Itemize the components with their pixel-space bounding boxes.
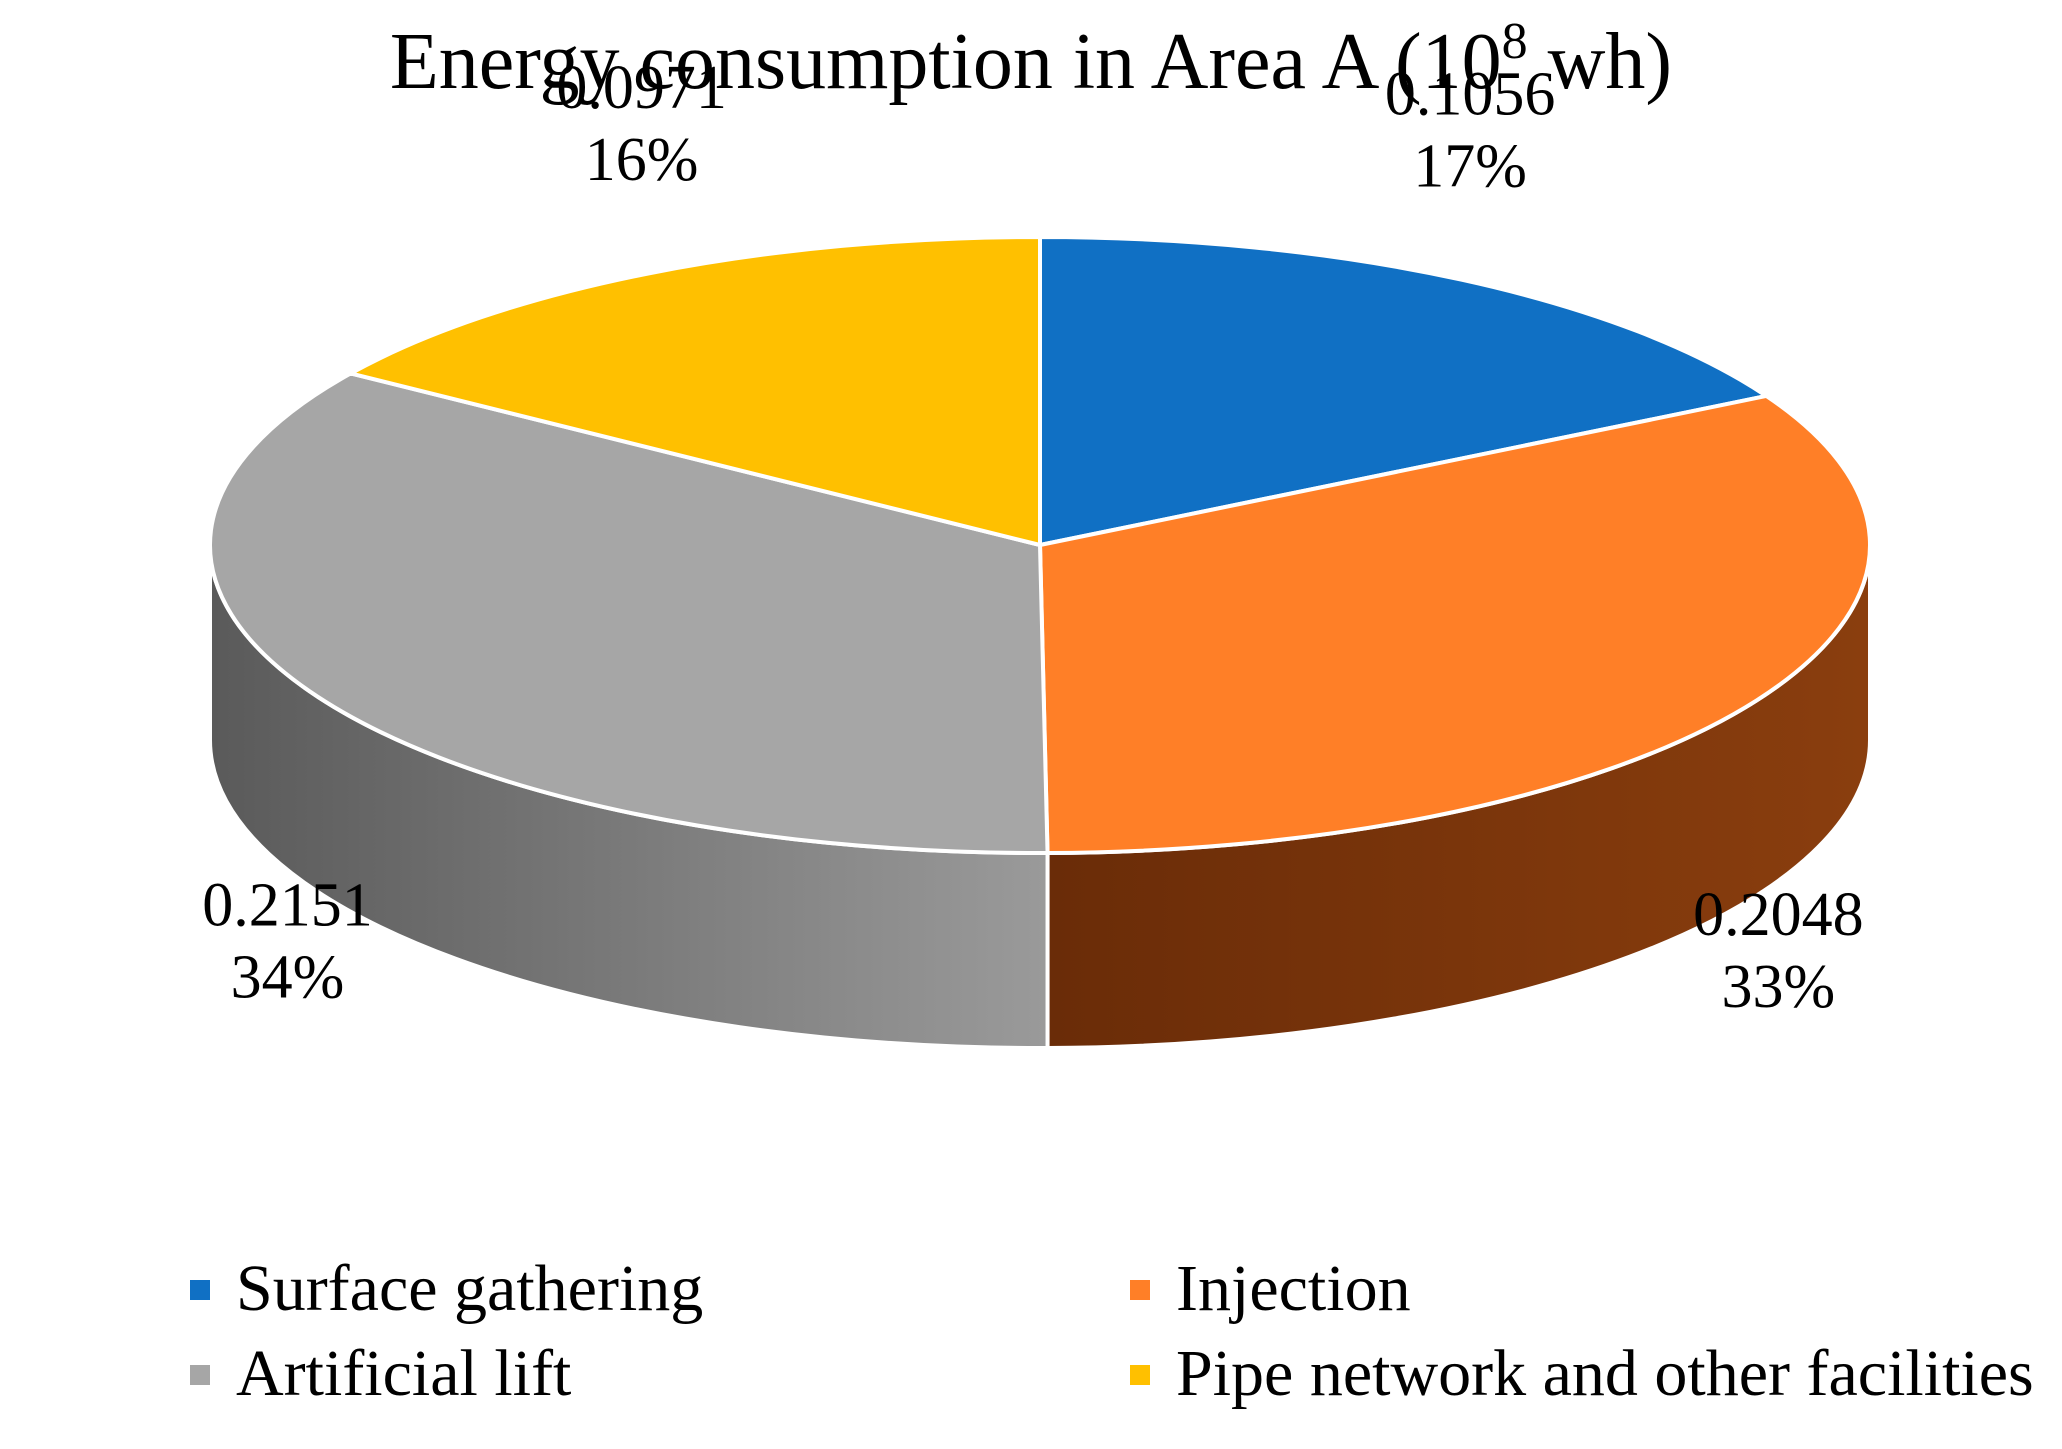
- legend: Surface gathering Injection Artificial lif…: [190, 1252, 2034, 1410]
- pie-data-labels: 0.1056 17% 0.2048 33% 0.2151 34% 0.0971 16%: [202, 54, 1863, 1021]
- legend-label: Pipe network and other facilities: [1176, 1337, 2034, 1410]
- data-label-injection: 0.2048 33%: [1693, 881, 1864, 1021]
- legend-item-injection: Injection: [1130, 1252, 1411, 1325]
- legend-swatch: [1130, 1280, 1150, 1300]
- pie-top-faces: [208, 235, 1872, 855]
- data-label-percent: 33%: [1722, 953, 1836, 1021]
- legend-swatch: [190, 1280, 210, 1300]
- chart-title-prefix: Energy consumption in Area A (10: [390, 18, 1502, 106]
- data-label-value: 0.2048: [1693, 881, 1864, 949]
- chart-title: Energy consumption in Area A (108 wh): [390, 13, 1672, 106]
- legend-swatch: [190, 1365, 210, 1385]
- chart-title-suffix: wh): [1528, 18, 1672, 106]
- chart-title-superscript: 8: [1502, 13, 1528, 70]
- legend-item-surface-gathering: Surface gathering: [190, 1252, 703, 1325]
- pie-slice-artificial-lift: [208, 371, 1050, 855]
- data-label-surface-gathering: 0.1056 17%: [1385, 60, 1556, 200]
- pie-slice-pipe-network-and-other-facilities: [348, 235, 1042, 547]
- data-label-value: 0.0971: [556, 54, 727, 122]
- legend-label: Artificial lift: [236, 1337, 571, 1410]
- legend-item-pipe-network-and-other-facilities: Pipe network and other facilities: [1130, 1337, 2034, 1410]
- data-label-pipe-network-and-other-facilities: 0.0971 16%: [556, 54, 727, 194]
- pie-slice-injection: [1038, 393, 1872, 855]
- legend-item-artificial-lift: Artificial lift: [190, 1337, 571, 1410]
- data-label-value: 0.2151: [202, 872, 373, 940]
- data-label-artificial-lift: 0.2151 34%: [202, 872, 373, 1012]
- data-label-percent: 17%: [1413, 132, 1527, 200]
- legend-swatch: [1130, 1365, 1150, 1385]
- data-label-percent: 34%: [231, 944, 345, 1012]
- data-label-value: 0.1056: [1385, 60, 1556, 128]
- legend-label: Injection: [1176, 1252, 1411, 1325]
- legend-label: Surface gathering: [236, 1252, 703, 1325]
- data-label-percent: 16%: [585, 126, 699, 194]
- pie-slice-surface-gathering: [1038, 235, 1769, 547]
